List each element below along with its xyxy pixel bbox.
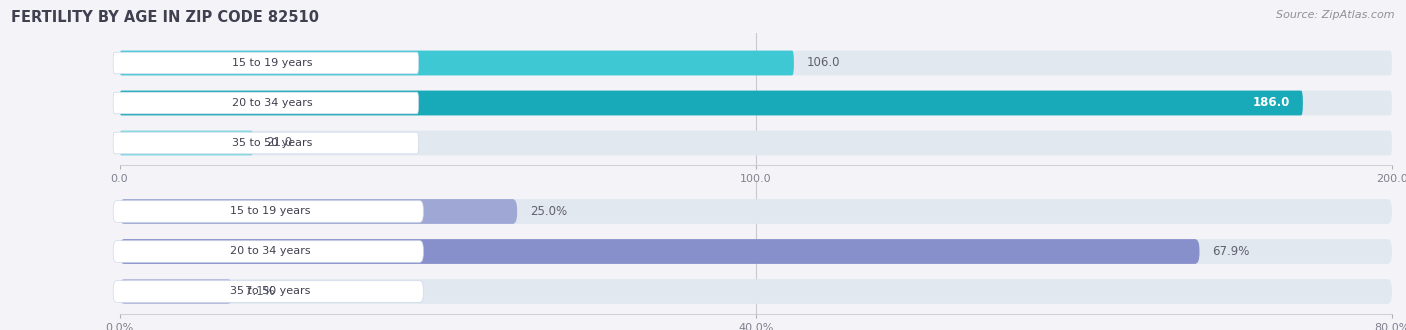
Text: 7.1%: 7.1% [245, 285, 276, 298]
Text: 15 to 19 years: 15 to 19 years [231, 207, 311, 216]
FancyBboxPatch shape [112, 281, 423, 302]
FancyBboxPatch shape [120, 239, 1392, 264]
FancyBboxPatch shape [120, 131, 253, 155]
FancyBboxPatch shape [120, 199, 517, 224]
Text: 21.0: 21.0 [266, 137, 292, 149]
FancyBboxPatch shape [112, 92, 419, 114]
FancyBboxPatch shape [112, 132, 419, 154]
FancyBboxPatch shape [112, 241, 423, 262]
FancyBboxPatch shape [120, 91, 1392, 116]
FancyBboxPatch shape [112, 201, 423, 222]
Text: Source: ZipAtlas.com: Source: ZipAtlas.com [1277, 10, 1395, 20]
FancyBboxPatch shape [120, 50, 1392, 75]
Text: 67.9%: 67.9% [1212, 245, 1250, 258]
Text: 186.0: 186.0 [1253, 96, 1291, 110]
FancyBboxPatch shape [120, 91, 1303, 116]
FancyBboxPatch shape [120, 199, 1392, 224]
FancyBboxPatch shape [120, 279, 1392, 304]
Text: 25.0%: 25.0% [530, 205, 567, 218]
Text: 20 to 34 years: 20 to 34 years [232, 98, 312, 108]
FancyBboxPatch shape [120, 239, 1199, 264]
FancyBboxPatch shape [112, 52, 419, 74]
Text: 35 to 50 years: 35 to 50 years [231, 286, 311, 296]
Text: 15 to 19 years: 15 to 19 years [232, 58, 312, 68]
FancyBboxPatch shape [120, 131, 1392, 155]
Text: 20 to 34 years: 20 to 34 years [231, 247, 311, 256]
FancyBboxPatch shape [120, 50, 794, 75]
Text: 106.0: 106.0 [807, 56, 841, 70]
Text: 35 to 50 years: 35 to 50 years [232, 138, 312, 148]
Text: FERTILITY BY AGE IN ZIP CODE 82510: FERTILITY BY AGE IN ZIP CODE 82510 [11, 10, 319, 25]
FancyBboxPatch shape [120, 279, 232, 304]
